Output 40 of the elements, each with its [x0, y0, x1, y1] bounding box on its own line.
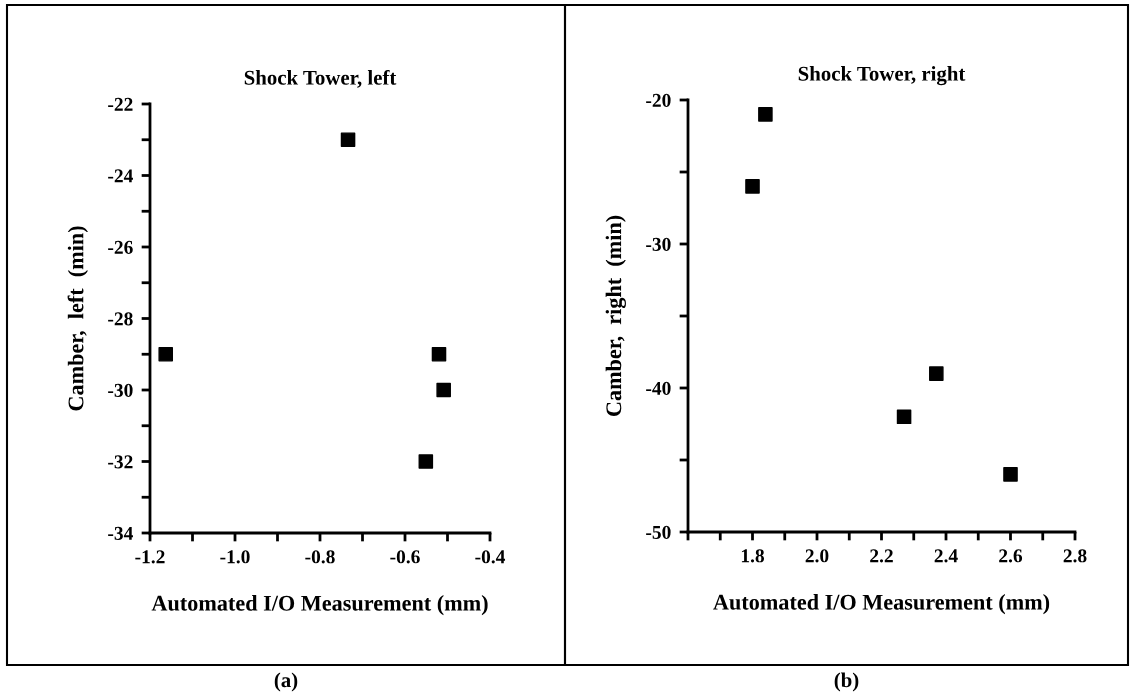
x-tick-label: -0.6: [390, 550, 420, 564]
point: [340, 132, 356, 148]
y-tick-label: -20: [646, 93, 671, 107]
y-tick-label: -24: [108, 169, 133, 183]
point: [436, 382, 451, 398]
x-tick-label: 2.2: [870, 549, 893, 563]
y-tick-label: -28: [108, 312, 133, 326]
x-axis-title: Automated I/O Measurement (mm): [151, 595, 488, 616]
x-axis-title: Automated I/O Measurement (mm): [713, 594, 1050, 615]
x-tick-label: 2.4: [934, 549, 958, 563]
point: [758, 107, 773, 122]
y-tick-label: -22: [108, 97, 133, 111]
y-tick-label: -26: [108, 240, 133, 254]
x-tick-label: -0.4: [475, 550, 506, 564]
x-tick-label: -1.0: [220, 550, 250, 564]
x-tick-label: 2.8: [1063, 549, 1087, 563]
point: [929, 366, 944, 381]
text: (b): [834, 672, 859, 692]
x-tick-label: -0.8: [305, 550, 335, 564]
point: [1003, 467, 1018, 482]
y-tick-label: -50: [646, 525, 671, 539]
point: [158, 346, 174, 362]
x-tick-label: 2.6: [999, 549, 1023, 563]
x-tick-label: -1.2: [135, 550, 165, 564]
y-axis-title: Camber, right (min): [605, 215, 626, 417]
y-tick-label: -30: [646, 237, 671, 251]
chart-title: Shock Tower, right: [798, 66, 966, 86]
y-tick-label: -34: [108, 526, 133, 540]
x-tick-label: 2.0: [805, 549, 829, 563]
text: (a): [274, 672, 298, 692]
point: [896, 409, 912, 425]
y-tick-label: -30: [108, 383, 133, 397]
y-tick-label: -32: [108, 455, 133, 469]
y-tick-label: -40: [646, 381, 671, 395]
y-axis-title: Camber, left (min): [67, 226, 88, 411]
point: [745, 179, 760, 194]
point: [418, 454, 434, 469]
x-tick-label: 1.8: [741, 549, 765, 563]
point: [431, 346, 447, 362]
chart-title: Shock Tower, left: [244, 69, 397, 88]
